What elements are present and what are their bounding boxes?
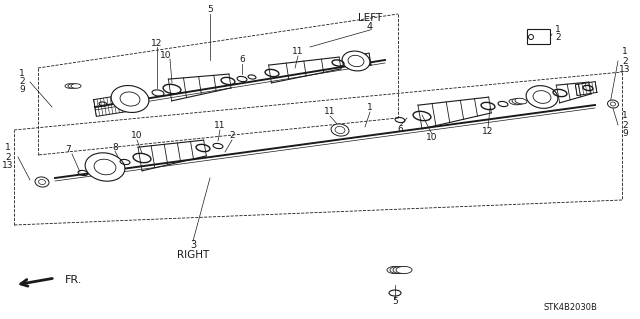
Text: 10: 10 (426, 133, 438, 143)
Text: 11: 11 (214, 122, 226, 130)
Ellipse shape (393, 266, 409, 274)
Text: 2: 2 (622, 121, 628, 130)
Ellipse shape (335, 126, 345, 134)
Text: 4: 4 (367, 22, 373, 32)
Text: 7: 7 (65, 145, 71, 154)
Text: 11: 11 (324, 108, 336, 116)
Ellipse shape (529, 34, 534, 40)
Text: 13: 13 (3, 161, 13, 170)
Ellipse shape (396, 266, 412, 274)
Text: 8: 8 (112, 143, 118, 152)
Ellipse shape (526, 86, 558, 108)
Text: 10: 10 (131, 131, 143, 140)
Text: 1: 1 (622, 112, 628, 121)
Text: 2: 2 (229, 131, 235, 140)
Text: 13: 13 (620, 65, 631, 75)
Ellipse shape (65, 84, 75, 88)
Ellipse shape (71, 84, 81, 88)
Ellipse shape (387, 266, 403, 274)
Text: 6: 6 (239, 56, 245, 64)
Ellipse shape (512, 99, 524, 104)
Ellipse shape (38, 180, 45, 184)
Text: 12: 12 (151, 39, 163, 48)
Text: 2: 2 (19, 78, 25, 86)
Text: 3: 3 (190, 240, 196, 250)
Ellipse shape (607, 100, 618, 108)
Text: 1: 1 (622, 48, 628, 56)
Text: 6: 6 (397, 125, 403, 135)
Text: FR.: FR. (65, 275, 83, 285)
Ellipse shape (94, 159, 116, 175)
Text: 1: 1 (367, 103, 373, 113)
Ellipse shape (509, 99, 521, 105)
Ellipse shape (68, 84, 78, 88)
FancyBboxPatch shape (527, 29, 550, 44)
Text: 12: 12 (483, 128, 493, 137)
Text: 5: 5 (207, 5, 213, 14)
Ellipse shape (111, 85, 149, 113)
Ellipse shape (85, 153, 125, 181)
Ellipse shape (120, 92, 140, 106)
Text: 2: 2 (5, 152, 11, 161)
Text: 2: 2 (555, 33, 561, 42)
Text: RIGHT: RIGHT (177, 250, 209, 260)
Ellipse shape (348, 55, 364, 67)
Ellipse shape (331, 124, 349, 136)
Text: LEFT: LEFT (358, 13, 382, 23)
Ellipse shape (35, 177, 49, 187)
Ellipse shape (533, 91, 551, 103)
Ellipse shape (515, 98, 527, 104)
Text: 10: 10 (160, 50, 172, 60)
Text: 1: 1 (19, 70, 25, 78)
Text: 9: 9 (19, 85, 25, 94)
Ellipse shape (390, 266, 406, 274)
Ellipse shape (611, 102, 616, 106)
Ellipse shape (342, 51, 370, 71)
Text: 5: 5 (392, 298, 398, 307)
Text: 9: 9 (622, 130, 628, 138)
Text: 2: 2 (622, 56, 628, 65)
Text: 11: 11 (292, 48, 304, 56)
Text: 1: 1 (555, 26, 561, 34)
Text: STK4B2030B: STK4B2030B (543, 303, 597, 313)
Text: 1: 1 (5, 144, 11, 152)
